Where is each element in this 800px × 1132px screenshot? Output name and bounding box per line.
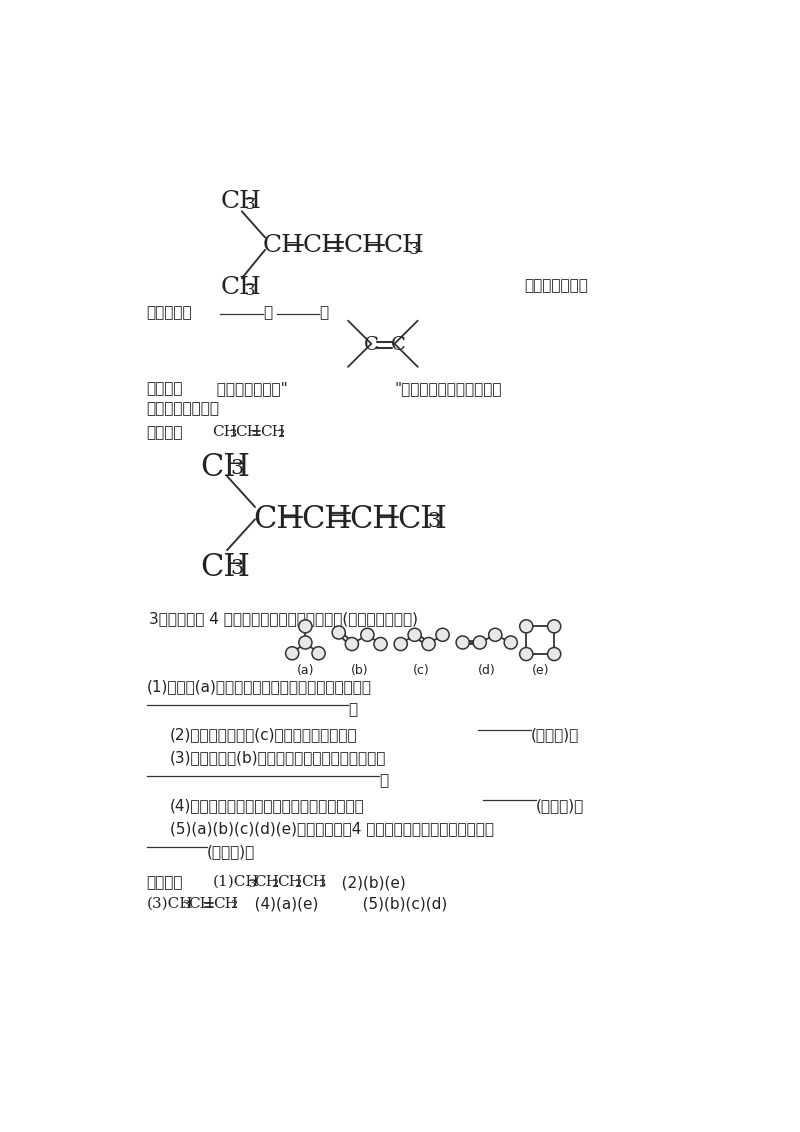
Circle shape [436, 628, 449, 642]
Text: CH: CH [343, 234, 384, 257]
Text: 3: 3 [182, 900, 190, 910]
Text: 3: 3 [427, 512, 441, 531]
Text: CH: CH [220, 276, 261, 299]
Text: CH: CH [236, 426, 261, 439]
Text: (a): (a) [297, 664, 314, 677]
Circle shape [298, 636, 312, 649]
Circle shape [422, 637, 435, 651]
Circle shape [489, 628, 502, 642]
Text: (5)(b)(c)(d): (5)(b)(c)(d) [348, 897, 447, 911]
Text: (4)上述有机物中不能与溴水反应使其褪色的有: (4)上述有机物中不能与溴水反应使其褪色的有 [170, 798, 365, 813]
Text: CH: CH [350, 504, 399, 535]
Text: (2)上述有机物中与(c)互为同分异构体的是: (2)上述有机物中与(c)互为同分异构体的是 [170, 727, 358, 743]
Text: (3)CH: (3)CH [146, 897, 193, 910]
Text: CH: CH [212, 426, 238, 439]
Text: (b): (b) [351, 664, 369, 677]
Text: 【答案】: 【答案】 [146, 875, 183, 890]
Text: 3: 3 [409, 241, 419, 258]
Text: 3: 3 [248, 878, 255, 889]
Text: 【答案】: 【答案】 [146, 426, 183, 440]
Text: CH: CH [213, 897, 238, 910]
Text: (3)任写一种与(b)互为同系物的有机物的结构简式: (3)任写一种与(b)互为同系物的有机物的结构简式 [170, 751, 386, 765]
Circle shape [520, 620, 533, 633]
Text: CH: CH [303, 234, 344, 257]
Text: C: C [364, 336, 379, 354]
Text: 3: 3 [245, 196, 255, 213]
Text: CH: CH [201, 452, 250, 482]
Text: CH: CH [261, 426, 286, 439]
Text: (1)有机物(a)有一种同分异构体，试写出其结构简式: (1)有机物(a)有一种同分异构体，试写出其结构简式 [146, 679, 371, 694]
Circle shape [286, 646, 298, 660]
Text: (e): (e) [531, 664, 549, 677]
Text: 。: 。 [379, 773, 388, 788]
Text: CH: CH [188, 897, 214, 910]
Text: 3: 3 [245, 282, 255, 299]
Text: CH: CH [398, 504, 447, 535]
Text: 2: 2 [230, 900, 238, 910]
Text: 【解析】: 【解析】 [146, 380, 183, 396]
Circle shape [547, 648, 561, 661]
Circle shape [504, 636, 518, 649]
Text: CH: CH [384, 234, 425, 257]
Text: 机物互为同系物。: 机物互为同系物。 [146, 401, 219, 415]
Text: CH: CH [220, 190, 261, 213]
Text: 3: 3 [318, 878, 325, 889]
Text: (5)(a)(b)(c)(d)(e)五种物质中，4 个碳原子一定处于同一平面的有: (5)(a)(b)(c)(d)(e)五种物质中，4 个碳原子一定处于同一平面的有 [170, 821, 494, 837]
Circle shape [394, 637, 407, 651]
Text: 分子中含有一个": 分子中含有一个" [207, 380, 288, 396]
Circle shape [312, 646, 325, 660]
Text: CH: CH [278, 875, 302, 889]
Text: (填代号)。: (填代号)。 [531, 727, 579, 743]
Circle shape [547, 620, 561, 633]
Text: (d): (d) [478, 664, 496, 677]
Text: (填代号)。: (填代号)。 [207, 844, 255, 859]
Text: C: C [390, 336, 406, 354]
Text: 3: 3 [230, 460, 243, 478]
Text: 3: 3 [230, 429, 237, 439]
Text: 。: 。 [319, 306, 329, 320]
Circle shape [346, 637, 358, 651]
Circle shape [456, 636, 470, 649]
Text: 同系物的是: 同系物的是 [146, 306, 192, 320]
Text: 3: 3 [230, 559, 243, 578]
Text: 和: 和 [262, 306, 272, 320]
Circle shape [473, 636, 486, 649]
Text: (填代号)。: (填代号)。 [535, 798, 584, 813]
Circle shape [408, 628, 422, 642]
Text: CH: CH [262, 234, 304, 257]
Text: (c): (c) [414, 664, 430, 677]
Text: (4)(a)(e): (4)(a)(e) [239, 897, 318, 911]
Text: CH: CH [301, 875, 326, 889]
Circle shape [374, 637, 387, 651]
Circle shape [332, 626, 346, 640]
Text: 2: 2 [278, 429, 285, 439]
Text: (2)(b)(e): (2)(b)(e) [327, 875, 406, 890]
Text: (1)CH: (1)CH [212, 875, 259, 889]
Text: CH: CH [254, 504, 303, 535]
Text: CH: CH [254, 875, 279, 889]
Text: 。: 。 [348, 703, 357, 718]
Text: CH: CH [302, 504, 351, 535]
Circle shape [361, 628, 374, 642]
Text: CH: CH [201, 551, 250, 583]
Text: 中，与乙烯互为: 中，与乙烯互为 [525, 278, 589, 293]
Circle shape [298, 620, 312, 633]
Text: "且分子式与乙烯不同的有: "且分子式与乙烯不同的有 [394, 380, 502, 396]
Text: 2: 2 [294, 878, 302, 889]
Circle shape [520, 648, 533, 661]
Text: 2: 2 [271, 878, 278, 889]
Text: 3．如图是由 4 个碳原子结合成的五种有机物(氢原子没有画出): 3．如图是由 4 个碳原子结合成的五种有机物(氢原子没有画出) [149, 611, 418, 626]
